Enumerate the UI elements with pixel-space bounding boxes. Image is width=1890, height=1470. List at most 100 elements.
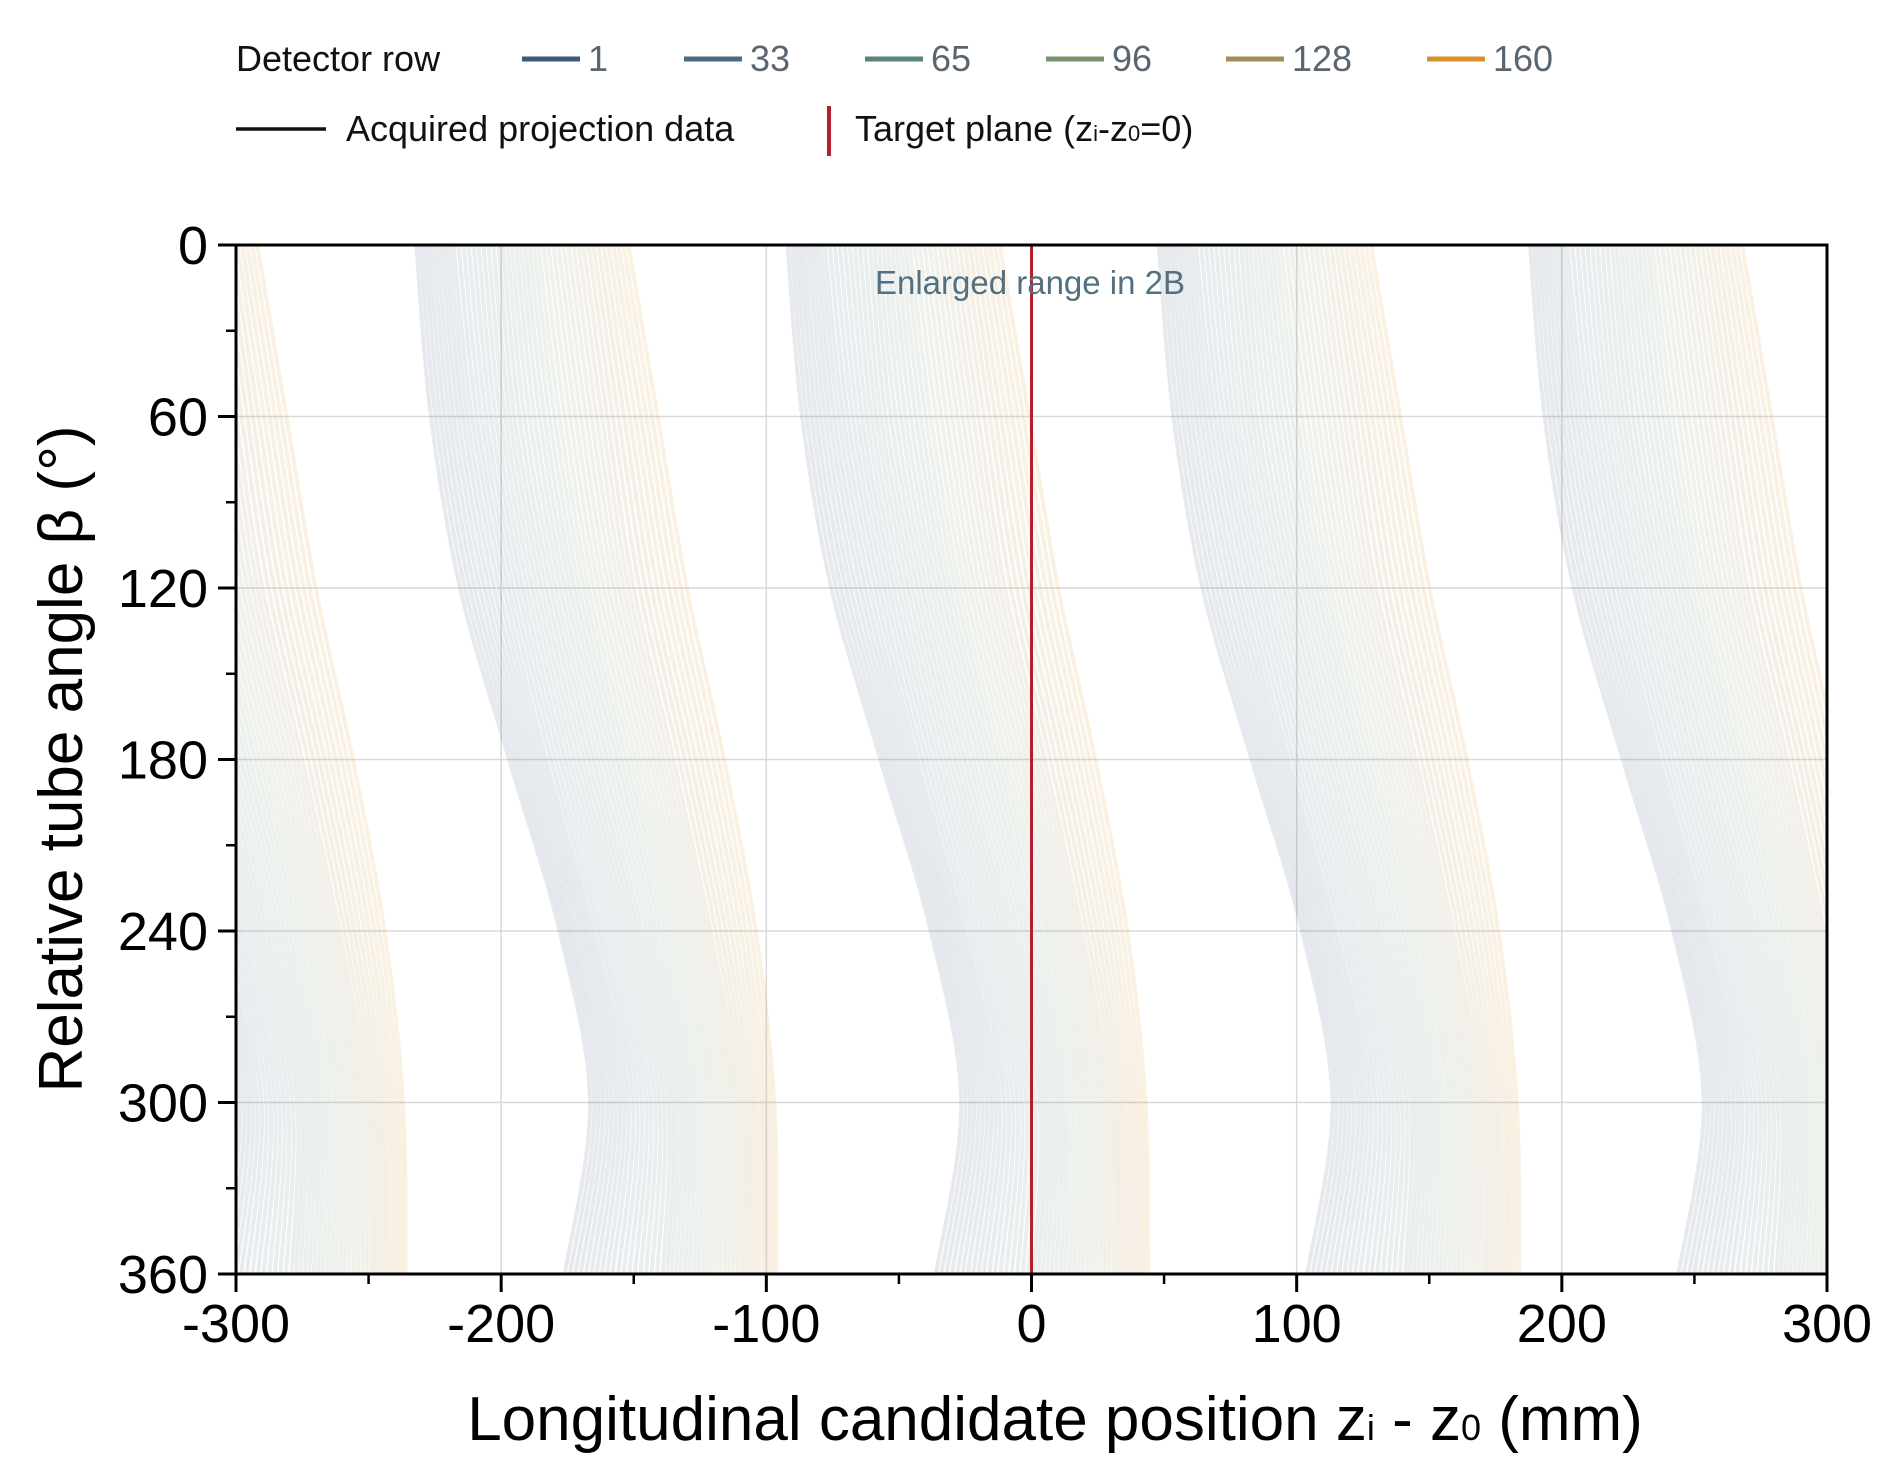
y-tick-label: 60 (148, 388, 208, 448)
band-line (1363, 245, 1518, 1274)
band-line (626, 245, 779, 1274)
band-line (236, 676, 334, 1274)
band-line (451, 245, 631, 1274)
band-line (486, 245, 663, 1274)
band-line (546, 245, 717, 1274)
band-line (518, 245, 693, 1274)
band-line (434, 245, 614, 1274)
band-line (236, 904, 278, 1274)
y-tick-label: 300 (118, 1074, 208, 1134)
band-line (621, 245, 776, 1274)
band-line (1570, 245, 1750, 1274)
band-line (236, 541, 358, 1274)
band-line (471, 245, 649, 1274)
band-line (1540, 245, 1719, 1274)
band-line (881, 245, 1056, 1274)
band-line (1532, 245, 1711, 1274)
band-line (1338, 245, 1499, 1274)
band-line (1610, 245, 1786, 1274)
band-line (1193, 245, 1374, 1274)
axis-ticks: -300 -200 -100 0 100 200 300 0 60 120 180 240 300 360 (118, 216, 1872, 1354)
band-line (847, 245, 1025, 1274)
band-line (481, 245, 658, 1274)
band-line (466, 245, 645, 1274)
band-line (797, 245, 977, 1274)
band-line (917, 245, 1089, 1274)
band-line (1619, 245, 1794, 1274)
band-line (1623, 245, 1798, 1274)
band-line (1695, 245, 1827, 956)
band-line (1298, 245, 1468, 1274)
band-line (1690, 245, 1827, 976)
band-line (1224, 245, 1401, 1274)
projection-bands (0, 245, 1827, 1274)
band-line (942, 245, 1109, 1274)
band-line (814, 245, 994, 1274)
band-line (0, 245, 4, 1274)
annotation-enlarged-range: Enlarged range in 2B (875, 264, 1185, 301)
band-line (827, 245, 1007, 1274)
band-line (1632, 245, 1807, 1274)
band-line (418, 245, 597, 1274)
y-tick-label: 0 (178, 216, 208, 276)
band-line (1565, 245, 1745, 1274)
band-line (0, 245, 27, 1274)
band-line (1575, 245, 1754, 1274)
band-line (1234, 245, 1410, 1274)
y-tick-label: 180 (118, 731, 208, 791)
band-line (236, 439, 370, 1274)
band-line (867, 245, 1043, 1274)
band-line (1528, 245, 1706, 1274)
band-line (0, 245, 1, 1274)
band-line (1700, 245, 1827, 930)
band-line (1595, 245, 1772, 1274)
y-axis-title: Relative tube angle β (°) (27, 425, 96, 1092)
band-line (236, 821, 301, 1274)
x-axis-title: Longitudinal candidate position zi - z0 … (467, 1385, 1643, 1454)
band-line (793, 245, 972, 1274)
band-line (601, 245, 760, 1274)
band-line (806, 245, 985, 1274)
band-line (1156, 245, 1335, 1274)
band-line (1650, 245, 1823, 1274)
band-line (236, 837, 296, 1274)
band-line (236, 594, 350, 1274)
band-line (476, 245, 654, 1274)
band-line (447, 245, 627, 1274)
band-line (1229, 245, 1405, 1274)
band-line (1645, 245, 1819, 1274)
y-tick-label: 360 (118, 1245, 208, 1305)
band-line (785, 245, 964, 1274)
band-line (1160, 245, 1339, 1274)
band-line (236, 364, 378, 1274)
band-line (1243, 245, 1419, 1274)
band-line (1627, 245, 1802, 1274)
band-line (551, 245, 721, 1274)
band-line (1670, 245, 1827, 1060)
band-line (461, 245, 640, 1274)
band-line (1274, 245, 1448, 1274)
band-line (430, 245, 610, 1274)
band-line (1247, 245, 1423, 1274)
band-line (236, 991, 256, 1274)
band-4 (785, 245, 1151, 1274)
legend-target-label: Target plane (zi-z0=0) (855, 108, 1193, 149)
legend-label-row-1: 1 (588, 38, 608, 79)
band-line (1358, 245, 1514, 1274)
band-line (561, 245, 729, 1274)
band-line (514, 245, 689, 1274)
band-line (1181, 245, 1361, 1274)
band-line (236, 658, 338, 1274)
band-line (832, 245, 1011, 1274)
band-line (0, 245, 19, 1274)
band-line (236, 786, 309, 1274)
band-line (907, 245, 1081, 1274)
band-line (1256, 245, 1431, 1274)
band-line (1544, 245, 1723, 1274)
legend-label-row-65: 65 (931, 38, 971, 79)
band-line (586, 245, 749, 1274)
band-line (236, 245, 393, 1274)
band-line (236, 617, 346, 1274)
band-line (852, 245, 1030, 1274)
band-line (236, 854, 292, 1274)
